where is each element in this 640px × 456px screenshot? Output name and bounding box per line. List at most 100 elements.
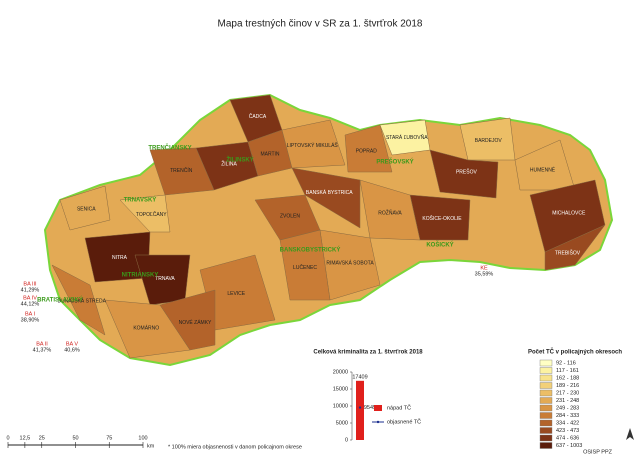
callout-value: 38,90% xyxy=(21,317,40,323)
callout-value: 35,59% xyxy=(475,271,494,277)
legend-swatch xyxy=(539,419,553,427)
region-label: ŽILINSKÝ xyxy=(226,156,253,164)
value-label: 9545 xyxy=(364,405,376,411)
district-label: TOPOĽČANY xyxy=(136,211,167,218)
district-label: NOVÉ ZÁMKY xyxy=(179,319,212,326)
bar xyxy=(356,380,364,440)
callout-value: 41,37% xyxy=(33,347,52,353)
north-arrow xyxy=(626,428,634,440)
legend-swatch xyxy=(539,404,553,412)
scale-unit: km xyxy=(147,443,155,449)
district-label: BARDEJOV xyxy=(475,138,503,144)
region-label: NITRIANSKY xyxy=(122,273,159,279)
map-title: Mapa trestných činov v SR za 1. štvrťrok… xyxy=(218,19,423,30)
callout-name: BA III xyxy=(23,281,37,287)
district-label: MARTIN xyxy=(260,151,279,157)
legend-swatch xyxy=(539,442,553,449)
legend-label: 162 - 188 xyxy=(556,375,579,381)
y-tick-label: 10000 xyxy=(333,403,348,409)
scale-label: 25 xyxy=(39,435,45,441)
district xyxy=(51,264,106,336)
callout-name: KE xyxy=(480,265,488,271)
legend-label: 189 - 216 xyxy=(556,383,579,389)
region-label: TRNAVSKÝ xyxy=(124,197,157,204)
legend-title: Počet TČ v policajných okresoch xyxy=(528,349,622,356)
district-label: ŽILINA xyxy=(221,159,237,167)
district-label: HUMENNÉ xyxy=(530,166,556,173)
district xyxy=(149,147,215,196)
district xyxy=(159,289,216,351)
legend-label: 423 - 473 xyxy=(556,428,579,434)
district xyxy=(359,179,421,241)
district-label: PREŠOV xyxy=(456,169,478,176)
district-label: SENICA xyxy=(77,206,96,212)
district-label: TRENČÍN xyxy=(170,167,193,174)
callout-value: 41,29% xyxy=(21,287,40,293)
district-label: TREBIŠOV xyxy=(555,249,581,256)
legend-swatch xyxy=(374,405,382,411)
district-label: DUNAJSKÁ STREDA xyxy=(58,298,107,305)
district-label: RIMAVSKÁ SOBOTA xyxy=(326,260,374,267)
district xyxy=(59,185,111,231)
district-label: ZVOLEN xyxy=(280,214,300,220)
district xyxy=(544,224,606,271)
legend-label: 92 - 116 xyxy=(556,360,576,366)
callout-name: BA I xyxy=(25,311,36,317)
legend-swatch xyxy=(539,374,553,382)
legend-swatch xyxy=(539,434,553,442)
legend-swatch xyxy=(539,389,553,397)
district-label: POPRAD xyxy=(356,148,378,154)
district-label: KOŠICE-OKOLIE xyxy=(422,215,462,222)
district xyxy=(119,194,171,233)
district xyxy=(429,149,499,199)
y-tick-label: 15000 xyxy=(333,386,348,392)
district-label: LIPTOVSKÝ MIKULÁŠ xyxy=(287,142,339,149)
callout-name: BA II xyxy=(36,341,48,347)
district-label: ROŽŇAVA xyxy=(378,209,402,217)
district-label: STARÁ ĽUBOVŇA xyxy=(386,134,428,141)
scale-label: 75 xyxy=(106,435,112,441)
district-label: BANSKÁ BYSTRICA xyxy=(306,189,353,196)
callout-value: 44,12% xyxy=(21,301,40,307)
legend-swatch xyxy=(539,397,553,404)
legend-swatch xyxy=(539,412,553,419)
legend-label: nápad TČ xyxy=(387,404,411,411)
scale-label: 0 xyxy=(6,435,9,441)
region-label: BRATISLAVSKÝ xyxy=(37,297,83,304)
legend-label: 284 - 333 xyxy=(556,413,579,419)
region-label: TRENČIANSKY xyxy=(148,145,191,152)
credit: OSISP PPZ xyxy=(583,449,613,455)
district-label: KOMÁRNO xyxy=(133,325,159,332)
district xyxy=(281,119,346,169)
scale-label: 50 xyxy=(72,435,78,441)
y-tick-label: 0 xyxy=(345,437,348,443)
legend-label: 217 - 230 xyxy=(556,390,579,396)
region-label: KOŠICKÝ xyxy=(426,241,453,249)
district-label: TRNAVA xyxy=(155,276,175,282)
district-label: MICHALOVCE xyxy=(552,210,586,216)
value-label: 17409 xyxy=(352,374,367,380)
district-label: LEVICE xyxy=(227,291,245,297)
y-tick-label: 20000 xyxy=(333,369,348,375)
district xyxy=(291,167,361,229)
chart-title: Celková kriminalita za 1. štvrťrok 2018 xyxy=(313,350,423,356)
legend-label: 231 - 248 xyxy=(556,398,579,404)
region-label: BANSKOBYSTRICKÝ xyxy=(280,247,341,254)
y-tick-label: 5000 xyxy=(336,420,348,426)
district xyxy=(254,194,321,241)
legend-label: 334 - 422 xyxy=(556,420,579,426)
legend-label: 117 - 161 xyxy=(556,368,579,374)
legend-swatch xyxy=(539,367,553,374)
district-label: NITRA xyxy=(112,255,128,261)
footnote: * 100% miera objasnenosti v danom polica… xyxy=(168,444,302,450)
district-label: LUČENEC xyxy=(293,264,317,271)
legend-swatch xyxy=(539,359,553,367)
legend-swatch xyxy=(539,382,553,389)
chart-frame xyxy=(308,358,428,446)
legend-label: objasnené TČ xyxy=(387,418,421,425)
legend-label: 637 - 1003 xyxy=(556,443,582,449)
legend-swatch xyxy=(539,427,553,434)
marker xyxy=(358,406,362,409)
region-label: PREŠOVSKÝ xyxy=(376,158,413,166)
